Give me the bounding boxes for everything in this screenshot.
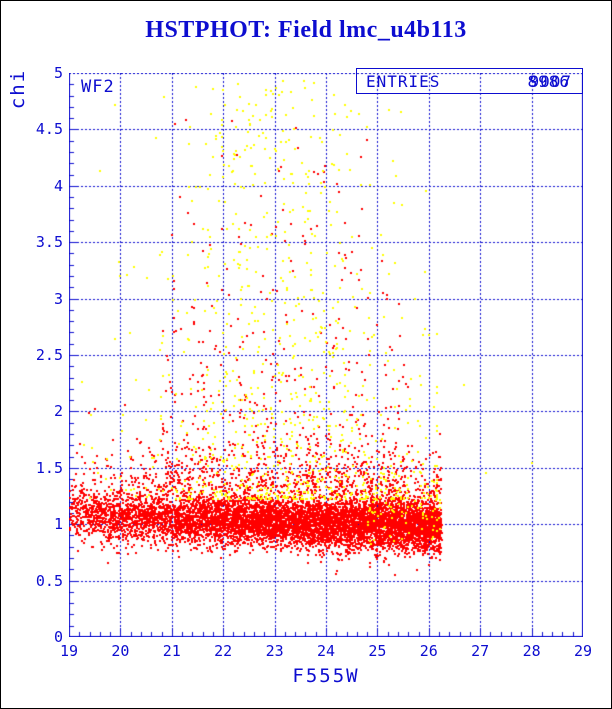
entries-label: ENTRIES bbox=[366, 72, 441, 91]
y-tick-label-4.5: 4.5 bbox=[35, 120, 63, 139]
camera-label: WF2 bbox=[81, 77, 115, 97]
y-tick-label-0.5: 0.5 bbox=[35, 571, 63, 590]
x-tick-label-29: 29 bbox=[573, 642, 593, 660]
y-axis-label: chi bbox=[7, 68, 29, 110]
x-tick-label-23: 23 bbox=[265, 642, 284, 660]
x-tick-label-20: 20 bbox=[111, 642, 130, 660]
x-tick-label-26: 26 bbox=[419, 642, 438, 660]
x-tick-label-25: 25 bbox=[368, 642, 387, 660]
x-tick-label-28: 28 bbox=[522, 642, 541, 660]
y-tick-label-2: 2 bbox=[53, 402, 63, 421]
y-tick-label-1.5: 1.5 bbox=[35, 458, 63, 477]
x-tick-label-19: 19 bbox=[59, 642, 79, 660]
scatter-plot-canvas bbox=[69, 73, 583, 637]
x-tick-label-22: 22 bbox=[214, 642, 233, 660]
entries-box: ENTRIES 9007 8986 bbox=[356, 68, 583, 94]
page-title: HSTPHOT: Field lmc_u4b113 bbox=[145, 17, 467, 43]
y-tick-label-3.5: 3.5 bbox=[35, 233, 63, 252]
x-axis-label: F555W bbox=[292, 665, 360, 687]
x-tick-label-21: 21 bbox=[162, 642, 181, 660]
y-tick-label-2.5: 2.5 bbox=[35, 346, 63, 364]
y-tick-label-4: 4 bbox=[53, 176, 63, 195]
y-tick-label-0: 0 bbox=[53, 628, 63, 646]
y-tick-label-3: 3 bbox=[53, 289, 63, 308]
entries-value-1: 9007 bbox=[529, 72, 572, 91]
x-tick-label-27: 27 bbox=[471, 642, 490, 660]
x-tick-label-24: 24 bbox=[316, 642, 336, 660]
y-tick-label-1: 1 bbox=[53, 515, 63, 534]
entries-value-2: 8986 bbox=[527, 72, 570, 91]
y-tick-label-5: 5 bbox=[53, 64, 63, 82]
